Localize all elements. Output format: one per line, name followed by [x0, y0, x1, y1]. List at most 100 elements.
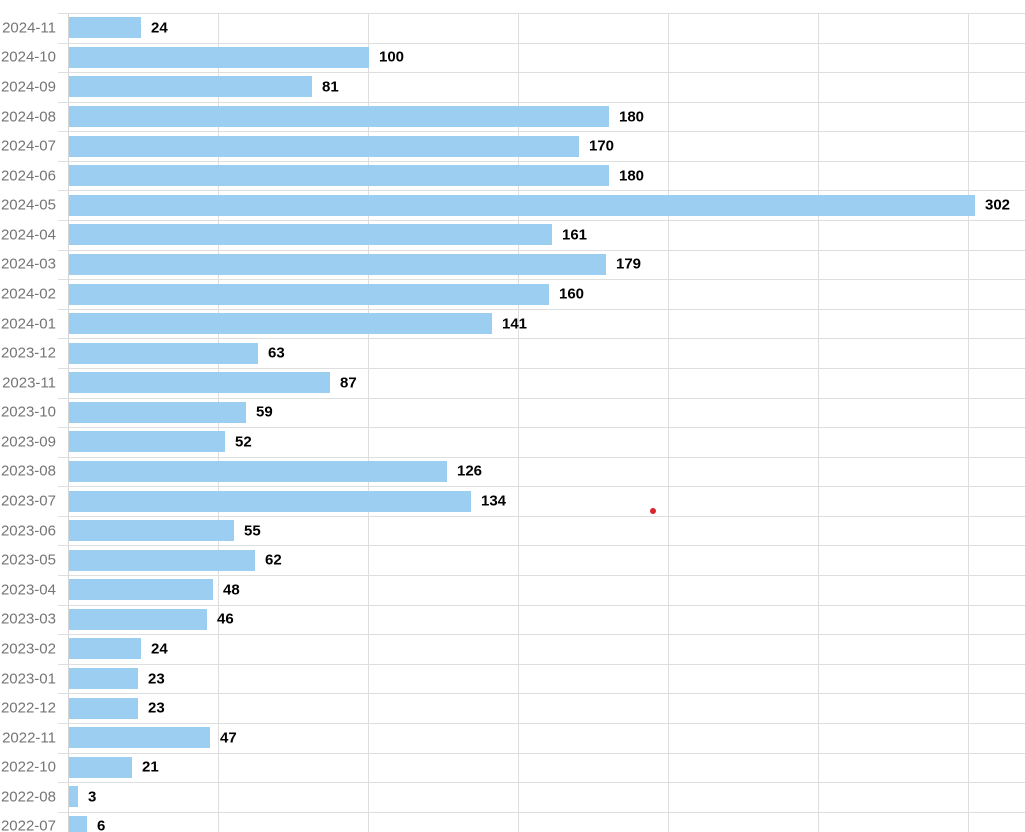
- category-label: 2024-06: [0, 167, 56, 185]
- category-label: 2022-11: [2, 729, 56, 747]
- red-dot-marker: [650, 508, 656, 514]
- value-label: 134: [481, 492, 507, 510]
- category-label: 2024-09: [0, 78, 56, 96]
- value-label: 3: [88, 788, 97, 806]
- value-label: 24: [151, 19, 168, 37]
- value-label: 141: [502, 315, 528, 333]
- row-separator: [58, 634, 1025, 636]
- category-label: 2023-07: [0, 492, 56, 510]
- bar: [69, 17, 141, 39]
- category-label: 2023-11: [2, 374, 56, 392]
- vertical-gridline: [518, 13, 519, 832]
- bar: [69, 401, 246, 423]
- value-label: 87: [340, 374, 357, 392]
- row-separator: [58, 427, 1025, 429]
- value-label: 47: [220, 729, 237, 747]
- bar: [69, 431, 225, 453]
- value-label: 180: [619, 167, 645, 185]
- value-label: 179: [616, 255, 642, 273]
- row-separator: [58, 782, 1025, 784]
- row-separator: [58, 42, 1025, 44]
- value-label: 48: [223, 581, 240, 599]
- bar: [69, 224, 552, 246]
- vertical-gridline: [968, 13, 969, 832]
- row-separator: [58, 575, 1025, 577]
- row-separator: [58, 367, 1025, 369]
- value-label: 55: [244, 522, 261, 540]
- row-separator: [58, 13, 1025, 14]
- bar: [69, 638, 141, 660]
- row-separator: [58, 515, 1025, 517]
- bar: [69, 668, 138, 690]
- bar: [69, 579, 213, 601]
- bar: [69, 372, 330, 394]
- row-separator: [58, 752, 1025, 754]
- category-label: 2023-01: [0, 670, 56, 688]
- bar: [69, 106, 609, 128]
- bar: [69, 608, 207, 630]
- row-separator: [58, 101, 1025, 103]
- value-label: 170: [589, 137, 615, 155]
- bar: [69, 253, 606, 275]
- value-label: 24: [151, 640, 168, 658]
- row-separator: [58, 397, 1025, 399]
- row-separator: [58, 131, 1025, 133]
- bar: [69, 342, 258, 364]
- row-separator: [58, 338, 1025, 340]
- category-label: 2024-11: [2, 19, 56, 37]
- value-label: 52: [235, 433, 252, 451]
- bar: [69, 549, 255, 571]
- bar: [69, 165, 609, 187]
- row-separator: [58, 693, 1025, 695]
- value-label: 59: [256, 403, 273, 421]
- value-label: 161: [562, 226, 588, 244]
- category-label: 2022-12: [0, 699, 56, 717]
- value-label: 46: [217, 610, 234, 628]
- category-label: 2022-08: [0, 788, 56, 806]
- bar: [69, 135, 579, 157]
- bar: [69, 786, 78, 808]
- row-separator: [58, 279, 1025, 281]
- category-label: 2023-08: [0, 462, 56, 480]
- row-separator: [58, 486, 1025, 488]
- vertical-gridline: [668, 13, 669, 832]
- category-label: 2023-05: [0, 551, 56, 569]
- category-label: 2024-01: [0, 315, 56, 333]
- category-label: 2023-03: [0, 610, 56, 628]
- bar: [69, 46, 369, 68]
- row-separator: [58, 545, 1025, 547]
- category-label: 2023-09: [0, 433, 56, 451]
- bar: [69, 194, 975, 216]
- bar: [69, 313, 492, 335]
- vertical-gridline: [818, 13, 819, 832]
- category-label: 2024-03: [0, 255, 56, 273]
- row-separator: [58, 604, 1025, 606]
- bar: [69, 756, 132, 778]
- value-label: 302: [985, 196, 1011, 214]
- row-separator: [58, 722, 1025, 724]
- bar: [69, 283, 549, 305]
- value-label: 23: [148, 670, 165, 688]
- row-separator: [58, 308, 1025, 310]
- vertical-gridline: [368, 13, 369, 832]
- value-label: 6: [97, 817, 106, 832]
- bar: [69, 727, 210, 749]
- row-separator: [58, 72, 1025, 74]
- bar: [69, 490, 471, 512]
- category-label: 2023-10: [0, 403, 56, 421]
- value-label: 126: [457, 462, 483, 480]
- category-label: 2023-12: [0, 344, 56, 362]
- category-label: 2024-07: [0, 137, 56, 155]
- row-separator: [58, 663, 1025, 665]
- row-separator: [58, 249, 1025, 251]
- value-label: 100: [379, 48, 405, 66]
- bar: [69, 815, 87, 832]
- bar: [69, 697, 138, 719]
- bar: [69, 520, 234, 542]
- category-label: 2024-08: [0, 108, 56, 126]
- category-label: 2024-02: [0, 285, 56, 303]
- row-separator: [58, 456, 1025, 458]
- row-separator: [58, 190, 1025, 192]
- category-label: 2024-10: [0, 48, 56, 66]
- value-label: 21: [142, 758, 159, 776]
